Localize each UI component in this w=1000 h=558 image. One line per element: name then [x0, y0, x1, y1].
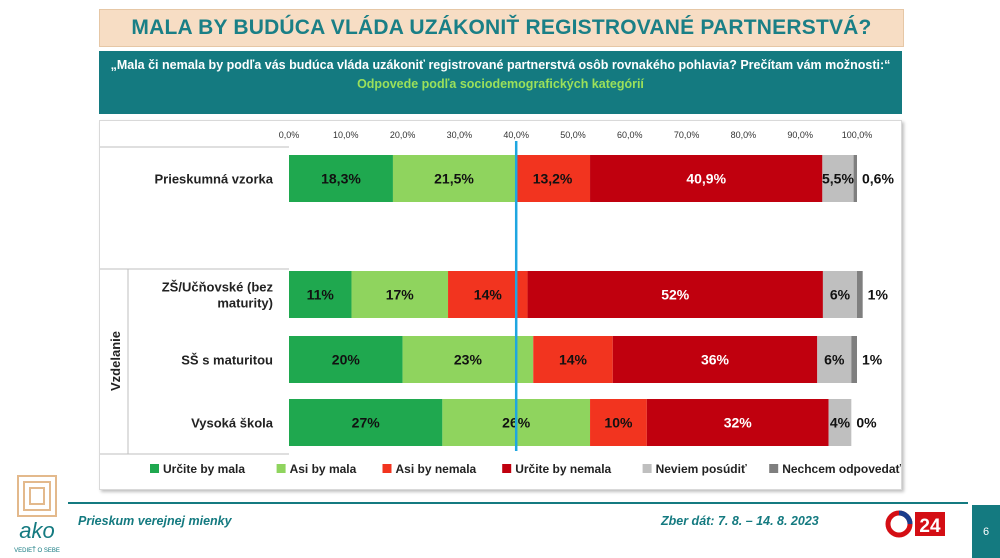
legend-swatch	[642, 464, 652, 473]
legend-label: Neviem posúdiť	[656, 462, 747, 476]
bar-segment	[402, 336, 534, 383]
bar-segment	[646, 399, 829, 446]
data-label: 1%	[868, 287, 889, 303]
chart-frame: 0,0% 10,0% 20,0% 30,0% 40,0% 50,0% 60,0% 70,0% 8…	[99, 120, 902, 490]
page-title: MALA BY BUDÚCA VLÁDA UZÁKONIŤ REGISTROVA…	[131, 16, 872, 39]
ako-logo: ako VEDIEŤ O SEBE	[14, 475, 60, 554]
bar-segment	[351, 271, 449, 318]
data-label: 14%	[559, 352, 588, 368]
bar-segment	[822, 271, 857, 318]
data-label: 17%	[386, 287, 415, 303]
data-label: 32%	[724, 415, 753, 431]
bar-segment	[590, 399, 647, 446]
x-tick-label: 20,0%	[390, 130, 416, 140]
x-tick-label: 50,0%	[560, 130, 586, 140]
bar-segment	[612, 336, 818, 383]
data-label: 23%	[454, 352, 483, 368]
category-label: ZŠ/Učňovské (bez	[162, 280, 274, 295]
data-label: 0,6%	[862, 171, 894, 187]
tv-logo-text: 24	[919, 516, 941, 537]
ako-logo-text: ako	[19, 518, 54, 543]
legend-label: Asi by nemala	[396, 462, 477, 476]
data-label: 21,5%	[434, 171, 474, 187]
bar-segment	[817, 336, 852, 383]
question-subtitle: Odpovede podľa sociodemografických kateg…	[357, 77, 644, 91]
data-label: 1%	[862, 352, 883, 368]
bar-segment	[828, 399, 852, 446]
legend-swatch	[502, 464, 512, 473]
data-label: 14%	[474, 287, 503, 303]
question-banner: „Mala či nemala by podľa vás budúca vlád…	[99, 51, 902, 114]
data-label: 27%	[352, 415, 381, 431]
bar-segment	[533, 336, 613, 383]
x-tick-label: 40,0%	[503, 130, 529, 140]
legend-swatch	[769, 464, 779, 473]
x-tick-label: 0,0%	[279, 130, 300, 140]
legend-swatch	[382, 464, 392, 473]
legend-label: Určite by mala	[163, 462, 245, 476]
bar-segment	[853, 155, 857, 202]
stacked-bar-chart: 0,0% 10,0% 20,0% 30,0% 40,0% 50,0% 60,0% 70,0% 8…	[100, 130, 902, 476]
bar-segment	[289, 271, 352, 318]
tv-station-logo: 24	[885, 510, 945, 538]
bar-segment	[289, 155, 393, 202]
bar-segment	[392, 155, 516, 202]
data-label: 13,2%	[533, 171, 573, 187]
data-label: 18,3%	[321, 171, 361, 187]
bar-segment	[448, 271, 528, 318]
footer-collection-date: Zber dát: 7. 8. – 14. 8. 2023	[661, 514, 819, 528]
footer-divider	[68, 502, 968, 504]
data-label: 40,9%	[686, 171, 726, 187]
legend-label: Asi by mala	[290, 462, 357, 476]
footer-survey-label: Prieskum verejnej mienky	[78, 514, 232, 528]
data-label: 11%	[307, 287, 335, 303]
bar-segment	[857, 271, 863, 318]
page-number: 6	[972, 505, 1000, 558]
bar-segment	[527, 271, 823, 318]
x-tick-label: 100,0%	[842, 130, 873, 140]
legend-swatch	[276, 464, 286, 473]
x-tick-label: 10,0%	[333, 130, 359, 140]
ako-logo-subtext: VEDIEŤ O SEBE	[14, 546, 60, 554]
bar-segment	[822, 155, 854, 202]
data-label: 4%	[830, 415, 851, 431]
data-label: 36%	[701, 352, 730, 368]
category-label: Vysoká škola	[191, 416, 274, 431]
question-text: „Mala či nemala by podľa vás budúca vlád…	[110, 58, 891, 72]
x-tick-label: 60,0%	[617, 130, 643, 140]
data-label: 5,5%	[822, 171, 854, 187]
bar-segment	[515, 155, 591, 202]
data-label: 6%	[830, 287, 851, 303]
data-label: 52%	[661, 287, 690, 303]
page-number-text: 6	[982, 525, 990, 538]
legend-swatch	[150, 464, 159, 473]
x-tick-label: 30,0%	[447, 130, 473, 140]
data-label: 0%	[856, 415, 877, 431]
data-label: 20%	[332, 352, 361, 368]
legend-label: Nechcem odpovedať	[782, 462, 901, 476]
data-label: 10%	[604, 415, 633, 431]
legend-label: Určite by nemala	[515, 462, 611, 476]
title-banner: MALA BY BUDÚCA VLÁDA UZÁKONIŤ REGISTROVA…	[99, 9, 904, 47]
bar-segment	[289, 336, 403, 383]
x-tick-label: 70,0%	[674, 130, 700, 140]
category-label: Prieskumná vzorka	[154, 172, 273, 187]
bar-segment	[851, 336, 857, 383]
data-label: 6%	[824, 352, 845, 368]
x-tick-label: 80,0%	[731, 130, 757, 140]
group-label: Vzdelanie	[108, 331, 123, 391]
bar-segment	[289, 399, 443, 446]
bar-segment	[590, 155, 823, 202]
category-label: maturity)	[217, 296, 273, 311]
category-label: SŠ s maturitou	[181, 353, 273, 368]
x-tick-label: 90,0%	[787, 130, 813, 140]
